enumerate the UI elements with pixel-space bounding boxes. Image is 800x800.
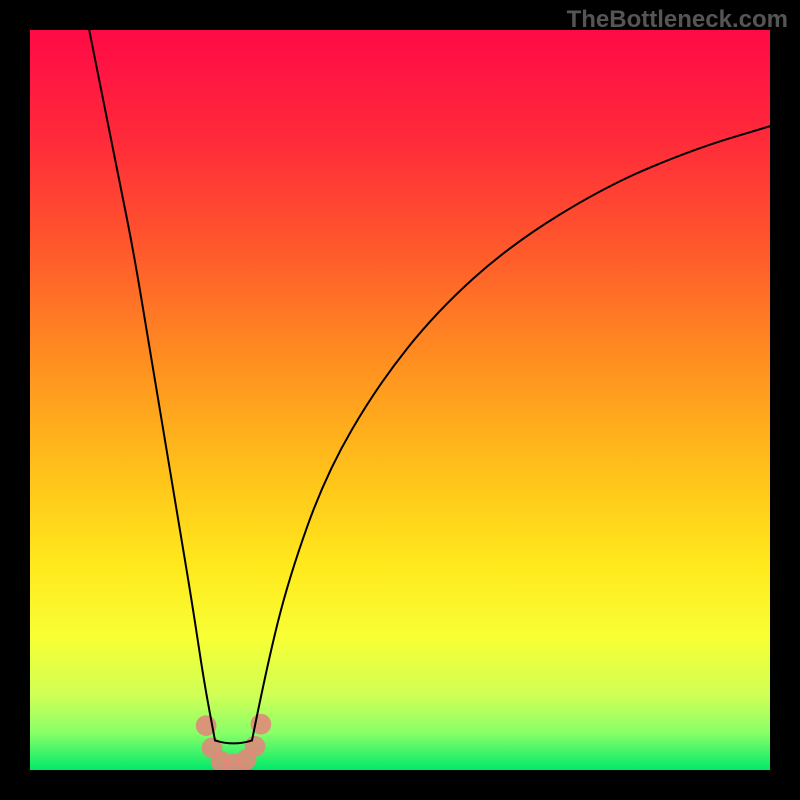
watermark-text: TheBottleneck.com — [567, 6, 788, 34]
chart-canvas: TheBottleneck.com — [0, 0, 800, 800]
dip-marker — [245, 736, 266, 757]
plot-area — [30, 30, 770, 770]
gradient-background — [30, 30, 770, 770]
plot-svg — [30, 30, 770, 770]
